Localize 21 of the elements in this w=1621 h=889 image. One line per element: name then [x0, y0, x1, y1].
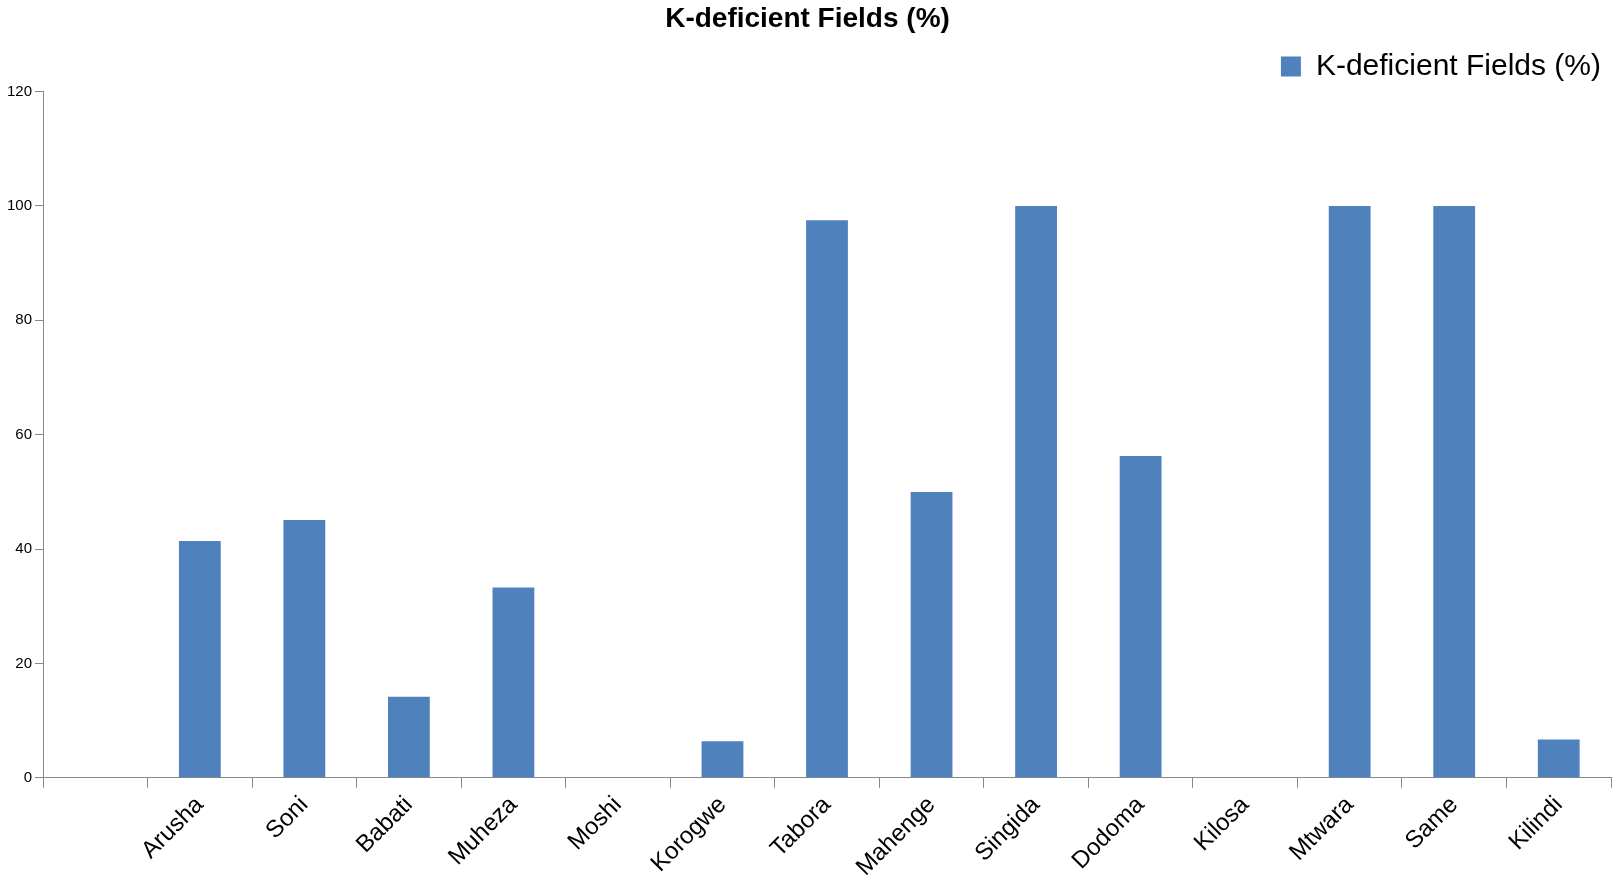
y-tick-label: 120	[7, 81, 33, 99]
y-tick-label: 20	[15, 653, 33, 671]
bar	[1015, 205, 1057, 778]
y-tick-label: 60	[15, 424, 33, 442]
bar	[701, 741, 744, 778]
bar	[178, 541, 221, 778]
bar	[1537, 739, 1580, 778]
bar	[1433, 205, 1476, 778]
y-tick-label: 100	[7, 196, 33, 214]
y-tick-label: 80	[15, 310, 33, 328]
bar	[283, 519, 326, 778]
bar	[806, 220, 848, 778]
bar	[1119, 455, 1162, 778]
bar	[387, 696, 430, 778]
bar	[492, 587, 535, 778]
y-tick-label: 0	[23, 768, 33, 786]
y-tick-label: 40	[15, 539, 33, 557]
legend-label: K-deficient Fields (%)	[1315, 47, 1602, 81]
chart-title: K-deficient Fields (%)	[665, 1, 950, 33]
bar	[1328, 205, 1371, 778]
bar	[910, 491, 953, 778]
